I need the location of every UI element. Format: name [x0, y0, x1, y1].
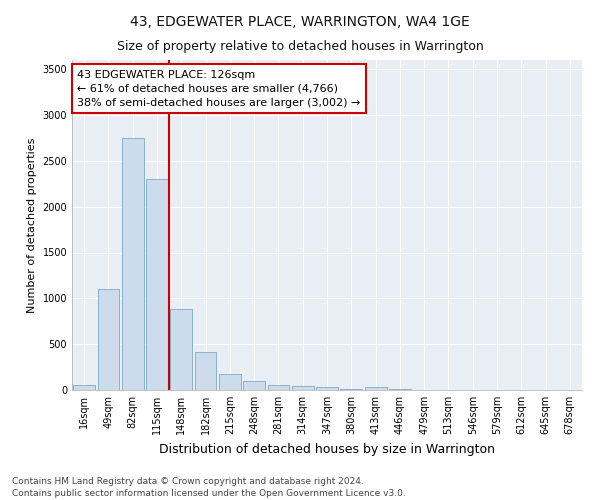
Text: 43, EDGEWATER PLACE, WARRINGTON, WA4 1GE: 43, EDGEWATER PLACE, WARRINGTON, WA4 1GE — [130, 15, 470, 29]
Bar — [365, 387, 386, 390]
Bar — [292, 386, 314, 390]
Bar — [194, 352, 217, 390]
Bar — [73, 386, 95, 390]
Bar — [219, 374, 241, 390]
Bar — [146, 179, 168, 390]
Text: Size of property relative to detached houses in Warrington: Size of property relative to detached ho… — [116, 40, 484, 53]
Text: Contains HM Land Registry data © Crown copyright and database right 2024.
Contai: Contains HM Land Registry data © Crown c… — [12, 476, 406, 498]
Bar — [389, 389, 411, 390]
Bar — [122, 138, 143, 390]
Bar — [97, 289, 119, 390]
Y-axis label: Number of detached properties: Number of detached properties — [27, 138, 37, 312]
Bar — [316, 387, 338, 390]
Bar — [243, 381, 265, 390]
Bar — [170, 310, 192, 390]
Bar — [340, 389, 362, 390]
X-axis label: Distribution of detached houses by size in Warrington: Distribution of detached houses by size … — [159, 442, 495, 456]
Text: 43 EDGEWATER PLACE: 126sqm
← 61% of detached houses are smaller (4,766)
38% of s: 43 EDGEWATER PLACE: 126sqm ← 61% of deta… — [77, 70, 361, 108]
Bar — [268, 385, 289, 390]
